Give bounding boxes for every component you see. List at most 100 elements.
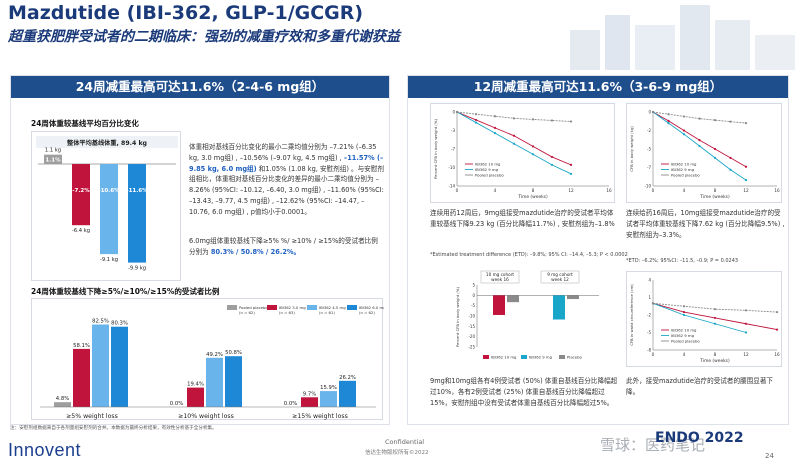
x-tick-label: 12	[568, 188, 574, 193]
series-point	[667, 113, 670, 116]
chart2-legend-label: Pooled placebo	[239, 305, 268, 310]
chart2-value-label: 0.0%	[170, 401, 183, 407]
chart1-percent-label: 1.1%	[45, 157, 61, 163]
x-tick-label: 12	[743, 352, 749, 357]
chart2-title: 24周体重较基线下降≥5%/≥10%/≥15%的受试者比例	[31, 287, 220, 296]
right-banner: 12周减重最高可达11.6%（3-6-9 mg组）	[408, 76, 788, 98]
waist-line-chart: 0 4 8 12 16 -8 -5 -2 1 4 Time (weeks) CFB in waist …	[629, 278, 780, 365]
series-point	[569, 172, 573, 175]
chart2-legend-label: IBI362 4.5 mg	[319, 305, 346, 310]
x-tick-label: 4	[683, 352, 686, 357]
series-point	[698, 117, 701, 120]
series-point	[713, 156, 717, 159]
chart2-value-label: 80.3%	[111, 321, 128, 327]
x-tick-label: 16	[606, 188, 612, 193]
series-point	[550, 163, 554, 166]
series-point	[531, 153, 535, 156]
y-axis-label: CFB in body weight (kg)	[629, 126, 634, 172]
x-tick-label: 16	[774, 188, 780, 193]
series-point	[682, 133, 686, 136]
responder-chart: Pooled placebo(n = 62)IBI362 3.0 mg(n = …	[40, 305, 386, 420]
chart2-legend-n: (n = 62)	[359, 310, 375, 315]
series-point	[713, 308, 717, 311]
chart1-percent-label: -11.6%	[126, 188, 148, 194]
footnote-b: *ETD: –6.2%; 95%CI: –11.5, –0.9; P = 0.0…	[626, 258, 739, 264]
series-line	[652, 302, 778, 331]
footnote: 注：安慰剂组数据来自于各剂量组安慰剂的合并。本数据为最终分析结果，有效性分析基于…	[10, 426, 217, 431]
chart2-legend-swatch	[267, 305, 277, 310]
series-point	[667, 122, 670, 125]
series-point	[713, 147, 717, 151]
chart1-bar	[72, 164, 90, 226]
bar-label-b-line1: 9 mg cohort	[547, 272, 573, 277]
chart2-legend-swatch	[227, 305, 237, 310]
series-point	[550, 119, 554, 122]
mean-change-chart: 整体平均基线体重, 89.4 kg 1.1% 1.1 kg -7.2% -6.4 kg…	[36, 136, 178, 272]
legend-label: IBI362 10 mg	[475, 162, 501, 167]
series-point	[667, 119, 670, 122]
y-tick-label: -8	[647, 348, 651, 353]
chart1-box: 整体平均基线体重, 89.4 kg 1.1% 1.1 kg -7.2% -6.4 kg…	[31, 131, 181, 281]
chart2-bar	[225, 356, 242, 407]
x-tick-label: 8	[532, 188, 535, 193]
chart1-kg-label: -9.9 kg	[128, 266, 146, 272]
legend-label: IBI362 9 mg	[529, 355, 553, 360]
series-point	[744, 309, 748, 312]
bar-label-a-line2: week 16	[491, 277, 509, 282]
week-bar-chart-box: -25 -20 -15 -10 -5 0 5 Percent CFB in body weig…	[453, 269, 603, 369]
right-text-d: 此外，接受mazdutide治疗的受试者的腰围显著下降。	[626, 377, 774, 396]
y-tick-label: -7	[647, 165, 651, 170]
chart2-value-label: 82.5%	[92, 319, 109, 325]
legend-swatch	[521, 355, 527, 359]
y-tick-label: -3	[451, 128, 455, 133]
chart2-bar	[187, 387, 204, 407]
watermark: 雪球：医药笔记	[600, 436, 706, 454]
chart1-box-header	[36, 136, 178, 148]
chart2-value-label: 58.1%	[73, 343, 90, 349]
series-point	[698, 139, 701, 142]
y-tick-label: -5	[647, 330, 651, 335]
chart1-box-title: 整体平均基线体重, 89.4 kg	[66, 139, 147, 147]
week-bar-chart: -25 -20 -15 -10 -5 0 5 Percent CFB in body weig…	[455, 270, 599, 360]
series-point	[531, 145, 535, 148]
x-tick-label: 8	[714, 188, 717, 193]
bar-label-box-b	[540, 270, 580, 284]
y-tick-label: -20	[468, 334, 475, 339]
y-tick-label: -14	[448, 184, 455, 189]
weight-percent-line-chart: 0 4 8 12 16 -14 -10 -7 -3 0 Time (weeks) Percent CF…	[433, 110, 612, 201]
endo-logo: ENDO 2022	[655, 430, 744, 446]
chart2-box: Pooled placebo (n = 62) IBI362 3.0 mg (n = …	[31, 298, 386, 420]
series-point	[744, 178, 748, 182]
desc-p2-highlight: 80.3% / 50.8% / 26.2%。	[210, 247, 301, 256]
right-panel: 12周减重最高可达11.6%（3-6-9 mg组） 0 4 8 12 16 -14 -10-…	[407, 75, 789, 425]
x-tick-label: 8	[714, 352, 717, 357]
series-line	[652, 111, 747, 124]
chart1-bar	[44, 154, 62, 164]
y-tick-label: -2	[647, 313, 651, 318]
footnote-a: *Estimated treatment difference (ETD): –…	[430, 252, 628, 258]
x-tick-label: 12	[743, 188, 749, 193]
series-point	[744, 331, 748, 334]
bar-label-b-line2: week 12	[551, 277, 569, 282]
y-tick-label: 5	[472, 283, 475, 288]
chart2-bar	[301, 397, 318, 407]
week-bar	[507, 295, 519, 303]
series-point	[682, 310, 686, 314]
series-point	[682, 129, 686, 132]
chart2-legend-swatch	[307, 305, 317, 310]
desc-p1b: 和1.05% (1.08 kg, 安慰剂组) 。与安慰剂组相比，体重相对基线百分…	[189, 164, 384, 216]
chart2-category-label: ≥10% weight loss	[178, 413, 234, 420]
y-tick-label: -5	[471, 303, 475, 308]
series-point	[729, 120, 732, 123]
x-axis-label: Time (weeks)	[699, 358, 730, 364]
series-point	[651, 302, 655, 305]
series-point	[744, 322, 748, 325]
chart2-category-label: ≥5% weight loss	[66, 413, 118, 420]
weight-kg-chart-box: 0 4 8 12 16 -10 -7 -5 -2 0 Time (weeks) CFB in body…	[626, 103, 782, 203]
legend-label: Pooled placebo	[671, 173, 700, 178]
series-point	[512, 134, 516, 137]
y-axis-label: Percent CFB in body weight (%)	[455, 286, 460, 347]
bar-label-box-a	[480, 270, 520, 284]
series-point	[512, 142, 516, 145]
y-tick-label: 0	[472, 293, 475, 298]
